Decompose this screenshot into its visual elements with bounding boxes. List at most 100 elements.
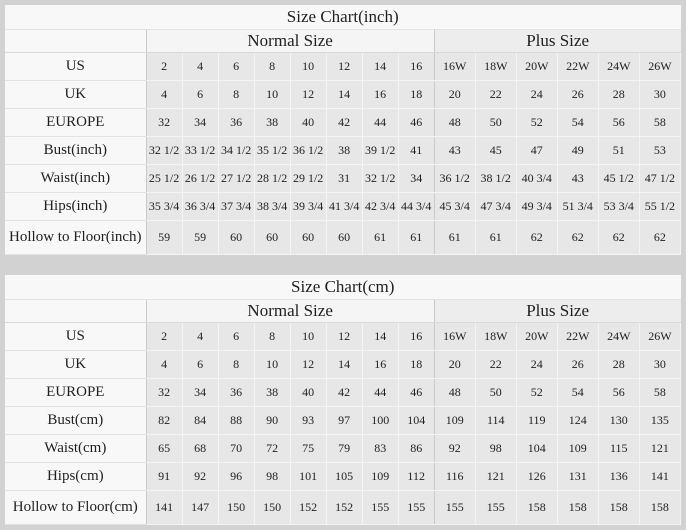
size-value-cell: 34 [397,164,435,193]
row-label: Waist(inch) [5,164,147,193]
size-value-cell: 8 [253,322,291,351]
size-value-cell: 93 [289,406,327,435]
table-row: US 2 4 6 8 10 12 14 16 16W 18W 20W 22W 24W 26W [5,322,682,351]
size-value-cell: 136 [597,462,640,491]
size-value-cell: 40 3/4 [515,164,558,193]
size-value-cell: 41 3/4 [325,192,363,221]
table-row: EUROPE 32 34 36 38 40 42 44 46 48 50 52 54 56 58 [5,108,682,137]
size-value-cell: 14 [361,52,399,81]
size-value-cell: 62 [556,220,599,255]
size-value-cell: 28 [597,350,640,379]
size-value-cell: 16 [397,322,435,351]
size-value-cell: 88 [217,406,255,435]
table-row: Hips(inch) 35 3/4 36 3/4 37 3/4 38 3/4 39 3/4… [5,192,682,221]
size-value-cell: 26 1/2 [181,164,219,193]
size-value-cell: 53 [638,136,682,165]
size-value-cell: 58 [638,378,682,407]
row-label: Bust(inch) [5,136,147,165]
size-value-cell: 44 [361,378,399,407]
size-value-cell: 32 1/2 [361,164,399,193]
size-value-cell: 18 [397,80,435,109]
size-value-cell: 43 [433,136,476,165]
size-value-cell: 16 [361,80,399,109]
size-value-cell: 18 [397,350,435,379]
size-value-cell: 50 [474,108,517,137]
size-value-cell: 65 [145,434,183,463]
size-value-cell: 16 [361,350,399,379]
size-value-cell: 104 [515,434,558,463]
size-value-cell: 4 [145,80,183,109]
size-value-cell: 43 [556,164,599,193]
size-chart-inch-table: Size Chart(inch) Normal Size Plus Size U… [5,5,682,255]
size-value-cell: 14 [361,322,399,351]
size-value-cell: 53 3/4 [597,192,640,221]
corner-cell [5,299,147,323]
size-value-cell: 101 [289,462,327,491]
table-row: Hollow to Floor(inch) 59 59 60 60 60 60 61 61 61 6… [5,220,682,255]
size-value-cell: 135 [638,406,682,435]
size-value-cell: 158 [638,490,682,525]
size-value-cell: 36 3/4 [181,192,219,221]
size-value-cell: 114 [474,406,517,435]
size-value-cell: 45 3/4 [433,192,476,221]
size-value-cell: 10 [253,350,291,379]
size-value-cell: 52 [515,108,558,137]
size-value-cell: 70 [217,434,255,463]
size-value-cell: 58 [638,108,682,137]
size-value-cell: 147 [181,490,219,525]
size-value-cell: 84 [181,406,219,435]
size-value-cell: 31 [325,164,363,193]
size-value-cell: 33 1/2 [181,136,219,165]
size-value-cell: 42 [325,378,363,407]
size-value-cell: 30 [638,350,682,379]
table-row: EUROPE 32 34 36 38 40 42 44 46 48 50 52 54 56 58 [5,378,682,407]
size-value-cell: 44 [361,108,399,137]
size-value-cell: 75 [289,434,327,463]
size-value-cell: 12 [325,322,363,351]
row-label: UK [5,80,147,109]
size-value-cell: 92 [181,462,219,491]
size-value-cell: 24W [597,52,640,81]
size-value-cell: 10 [289,322,327,351]
size-value-cell: 32 1/2 [145,136,183,165]
plus-size-header: Plus Size [433,299,681,323]
size-value-cell: 98 [474,434,517,463]
size-value-cell: 6 [181,350,219,379]
size-value-cell: 22 [474,80,517,109]
corner-cell [5,29,147,53]
size-value-cell: 62 [597,220,640,255]
size-value-cell: 116 [433,462,476,491]
size-value-cell: 109 [361,462,399,491]
size-value-cell: 155 [397,490,435,525]
size-value-cell: 82 [145,406,183,435]
size-value-cell: 4 [181,52,219,81]
size-value-cell: 44 3/4 [397,192,435,221]
size-value-cell: 41 [397,136,435,165]
normal-size-header: Normal Size [145,299,435,323]
size-value-cell: 158 [556,490,599,525]
table-row: Waist(cm) 65 68 70 72 75 79 83 86 92 98 104 109 115 12… [5,434,682,463]
size-value-cell: 34 [181,378,219,407]
size-value-cell: 141 [145,490,183,525]
size-value-cell: 104 [397,406,435,435]
size-value-cell: 96 [217,462,255,491]
row-label: US [5,322,147,351]
size-value-cell: 141 [638,462,682,491]
table-title-row: Size Chart(cm) [5,275,681,300]
size-value-cell: 60 [289,220,327,255]
size-value-cell: 47 [515,136,558,165]
normal-size-header: Normal Size [145,29,435,53]
size-value-cell: 119 [515,406,558,435]
size-value-cell: 36 1/2 [289,136,327,165]
table-body: US 2 4 6 8 10 12 14 16 16W 18W 20W 22W 24W 26W UK 4 6 8 10 1… [5,52,682,255]
size-value-cell: 28 1/2 [253,164,291,193]
size-value-cell: 14 [325,350,363,379]
size-value-cell: 38 [325,136,363,165]
size-value-cell: 92 [433,434,476,463]
size-value-cell: 14 [325,80,363,109]
size-value-cell: 27 1/2 [217,164,255,193]
size-value-cell: 12 [289,80,327,109]
size-value-cell: 155 [361,490,399,525]
size-value-cell: 152 [325,490,363,525]
size-value-cell: 100 [361,406,399,435]
